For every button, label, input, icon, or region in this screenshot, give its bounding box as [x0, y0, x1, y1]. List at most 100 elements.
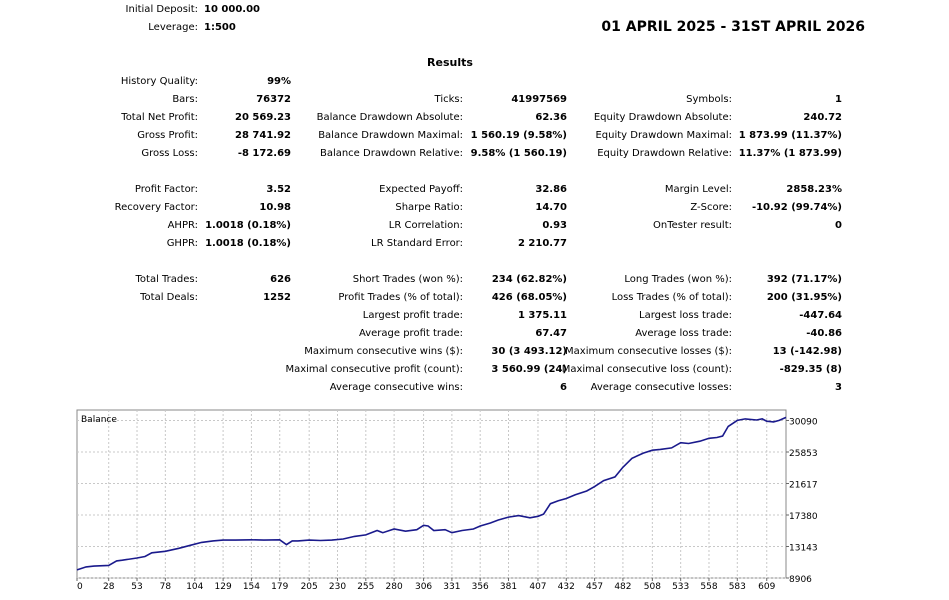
stat-value: 62.36 — [535, 112, 567, 123]
stat-label: Balance Drawdown Absolute: — [316, 112, 463, 123]
stat-label: Total Net Profit: — [121, 112, 198, 123]
x-tick-label: 533 — [672, 582, 689, 592]
stat-value: 200 (31.95%) — [766, 292, 842, 303]
stat-value: 41997569 — [511, 94, 567, 105]
x-tick-label: 179 — [271, 582, 288, 592]
x-tick-label: 407 — [529, 582, 546, 592]
stat-label: Z-Score: — [690, 202, 732, 213]
stat-label: History Quality: — [120, 76, 198, 87]
stat-value: 1 873.99 (11.37%) — [738, 130, 842, 141]
stat-label: GHPR: — [166, 238, 198, 249]
stat-label: Recovery Factor: — [114, 202, 198, 213]
stat-value: -8 172.69 — [237, 148, 291, 159]
x-tick-label: 205 — [301, 582, 318, 592]
x-tick-label: 306 — [415, 582, 432, 592]
stat-label: LR Correlation: — [388, 220, 463, 231]
x-tick-label: 609 — [758, 582, 775, 592]
stat-label: Gross Loss: — [141, 148, 198, 159]
stat-value: 1 — [835, 94, 842, 105]
stat-label: Equity Drawdown Relative: — [597, 148, 732, 159]
stat-label: Profit Factor: — [134, 184, 198, 195]
stat-value: 67.47 — [535, 328, 567, 339]
x-tick-label: 28 — [103, 582, 115, 592]
stat-value: 1.0018 (0.18%) — [205, 238, 291, 249]
x-tick-label: 255 — [357, 582, 374, 592]
x-axis-ticks: 0 28 53 78 104 129 154 179 205 230 255 280 306 331 356… — [76, 578, 776, 592]
x-tick-label: 104 — [186, 582, 203, 592]
stat-label: Maximal consecutive profit (count): — [285, 364, 463, 375]
y-tick-label: 13143 — [789, 543, 818, 553]
stat-label: LR Standard Error: — [371, 238, 463, 249]
y-tick-label: 21617 — [789, 480, 818, 490]
stat-value: 14.70 — [535, 202, 567, 213]
stat-value: 1.0018 (0.18%) — [205, 220, 291, 231]
stat-label: Sharpe Ratio: — [395, 202, 463, 213]
results-title: Results — [427, 56, 473, 69]
stat-value: 626 — [270, 274, 291, 285]
stat-label: Equity Drawdown Maximal: — [595, 130, 732, 141]
x-tick-label: 0 — [77, 582, 83, 592]
stat-label: Bars: — [172, 94, 198, 105]
stat-value: 99% — [267, 76, 291, 87]
stat-label: Short Trades (won %): — [352, 274, 463, 285]
stat-value: 1252 — [263, 292, 291, 303]
stat-label: Long Trades (won %): — [624, 274, 732, 285]
stat-value: 0.93 — [542, 220, 567, 231]
stat-value: 30 (3 493.12) — [491, 346, 567, 357]
stat-value: -447.64 — [799, 310, 842, 321]
stat-label: Average consecutive losses: — [590, 382, 732, 393]
stat-label: Symbols: — [686, 94, 732, 105]
stat-label: Total Deals: — [140, 292, 198, 303]
stat-label: Total Trades: — [135, 274, 199, 285]
stat-label: Maximum consecutive wins ($): — [304, 346, 463, 357]
stat-value: 3 — [835, 382, 842, 393]
x-tick-label: 558 — [700, 582, 717, 592]
stat-label: Average loss trade: — [635, 328, 732, 339]
stat-value: 28 741.92 — [235, 130, 291, 141]
plot-frame — [76, 409, 787, 579]
stat-value: 3 560.99 (24) — [491, 364, 567, 375]
x-tick-label: 482 — [614, 582, 631, 592]
x-tick-label: 381 — [500, 582, 517, 592]
stat-label: Expected Payoff: — [379, 184, 463, 195]
y-tick-label: 30090 — [789, 417, 818, 427]
stat-label: Maximal consecutive loss (count): — [561, 364, 732, 375]
leverage-value: 1:500 — [204, 22, 236, 33]
chart-grid — [77, 410, 786, 579]
stat-value: 32.86 — [535, 184, 567, 195]
x-tick-label: 154 — [243, 582, 260, 592]
stat-value: 426 (68.05%) — [491, 292, 567, 303]
stat-value: 6 — [560, 382, 567, 393]
stat-value: 9.58% (1 560.19) — [470, 148, 567, 159]
stat-value: 76372 — [256, 94, 291, 105]
stat-value: 1 375.11 — [517, 310, 567, 321]
stat-value: 2 210.77 — [517, 238, 567, 249]
stat-label: Average consecutive wins: — [329, 382, 463, 393]
x-tick-label: 331 — [443, 582, 460, 592]
stat-label: Maximum consecutive losses ($): — [565, 346, 732, 357]
stat-value: 234 (62.82%) — [491, 274, 567, 285]
stat-value: 3.52 — [266, 184, 291, 195]
x-tick-label: 508 — [644, 582, 661, 592]
stat-value: 1 560.19 (9.58%) — [470, 130, 567, 141]
y-tick-label: 25853 — [789, 449, 818, 459]
stat-label: Profit Trades (% of total): — [338, 292, 463, 303]
stat-value: 10.98 — [259, 202, 291, 213]
stat-label: Margin Level: — [664, 184, 732, 195]
x-tick-label: 78 — [160, 582, 172, 592]
stat-label: Ticks: — [434, 94, 463, 105]
stat-value: 13 (-142.98) — [772, 346, 842, 357]
report-period: 01 APRIL 2025 - 31ST APRIL 2026 — [601, 19, 865, 35]
x-tick-label: 230 — [329, 582, 346, 592]
chart-title: Balance — [81, 415, 117, 425]
x-tick-label: 129 — [215, 582, 232, 592]
stat-label: Balance Drawdown Maximal: — [318, 130, 463, 141]
stat-label: Largest profit trade: — [362, 310, 463, 321]
y-tick-label: 17380 — [789, 512, 818, 522]
leverage-label: Leverage: — [148, 22, 198, 33]
initial-deposit-label: Initial Deposit: — [125, 4, 198, 15]
stat-value: 392 (71.17%) — [766, 274, 842, 285]
stat-label: Gross Profit: — [137, 130, 198, 141]
stat-label: Loss Trades (% of total): — [611, 292, 732, 303]
initial-deposit-value: 10 000.00 — [204, 4, 260, 15]
